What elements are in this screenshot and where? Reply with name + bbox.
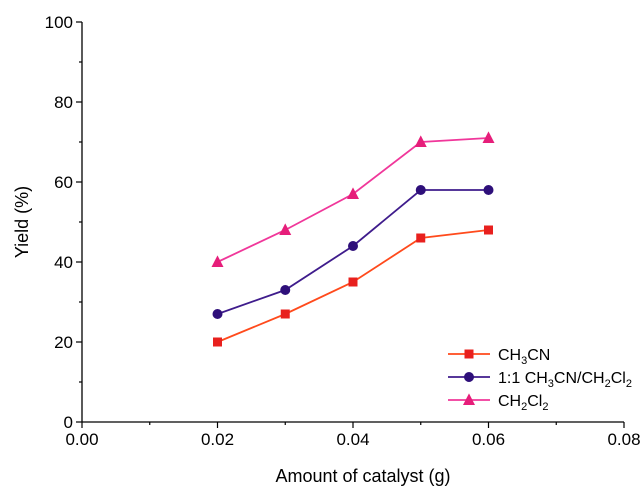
legend-marker-ch2cl2 — [463, 393, 475, 405]
legend-marker-mix — [464, 372, 474, 382]
series-mix — [212, 185, 494, 319]
legend: CH3CN 1:1 CH3CN/CH2Cl2 CH2Cl2 — [448, 347, 632, 413]
series-line-mix — [217, 189, 489, 315]
y-tick-label: 100 — [45, 13, 73, 32]
series-ch3cn — [213, 225, 493, 347]
data-point-ch2cl2 — [279, 223, 292, 235]
data-point-ch2cl2 — [347, 187, 359, 199]
data-point-mix — [280, 285, 291, 295]
series-ch2cl2 — [211, 131, 495, 267]
data-point-ch3cn — [484, 225, 493, 235]
x-tick-label: 0.04 — [336, 430, 369, 449]
data-point-ch3cn — [348, 277, 358, 287]
y-tick-label: 60 — [54, 173, 73, 192]
data-point-ch3cn — [213, 337, 222, 347]
x-tick-label: 0.06 — [472, 430, 505, 449]
y-tick-label: 0 — [64, 413, 73, 432]
data-point-ch2cl2 — [414, 135, 427, 147]
x-axis-title: Amount of catalyst (g) — [275, 466, 450, 486]
legend-item-mix: 1:1 CH3CN/CH2Cl2 — [448, 370, 632, 390]
legend-item-ch2cl2: CH2Cl2 — [448, 393, 548, 413]
series-layer — [211, 131, 495, 347]
x-tick-label: 0.08 — [607, 430, 640, 449]
legend-item-ch3cn: CH3CN — [448, 347, 550, 367]
legend-marker-ch3cn — [464, 349, 474, 359]
legend-label-ch3cn: CH3CN — [498, 347, 550, 367]
data-point-ch2cl2 — [482, 131, 495, 143]
data-point-mix — [483, 185, 494, 195]
x-tick-label: 0.00 — [65, 430, 98, 449]
data-point-mix — [415, 185, 426, 195]
y-tick-label: 40 — [54, 253, 73, 272]
data-point-ch3cn — [280, 309, 290, 319]
y-tick-label: 20 — [54, 333, 73, 352]
data-point-ch3cn — [416, 233, 426, 243]
axes: 0 20 40 60 80 100 0.00 0.02 0.04 0.06 0.08 — [45, 13, 641, 449]
data-point-mix — [212, 309, 223, 319]
data-point-ch2cl2 — [211, 255, 224, 267]
legend-label-ch2cl2: CH2Cl2 — [498, 393, 548, 413]
y-tick-label: 80 — [54, 93, 73, 112]
x-tick-label: 0.02 — [201, 430, 234, 449]
legend-label-mix: 1:1 CH3CN/CH2Cl2 — [498, 370, 632, 390]
y-axis-title: Yield (%) — [12, 186, 32, 258]
data-point-mix — [348, 241, 358, 251]
